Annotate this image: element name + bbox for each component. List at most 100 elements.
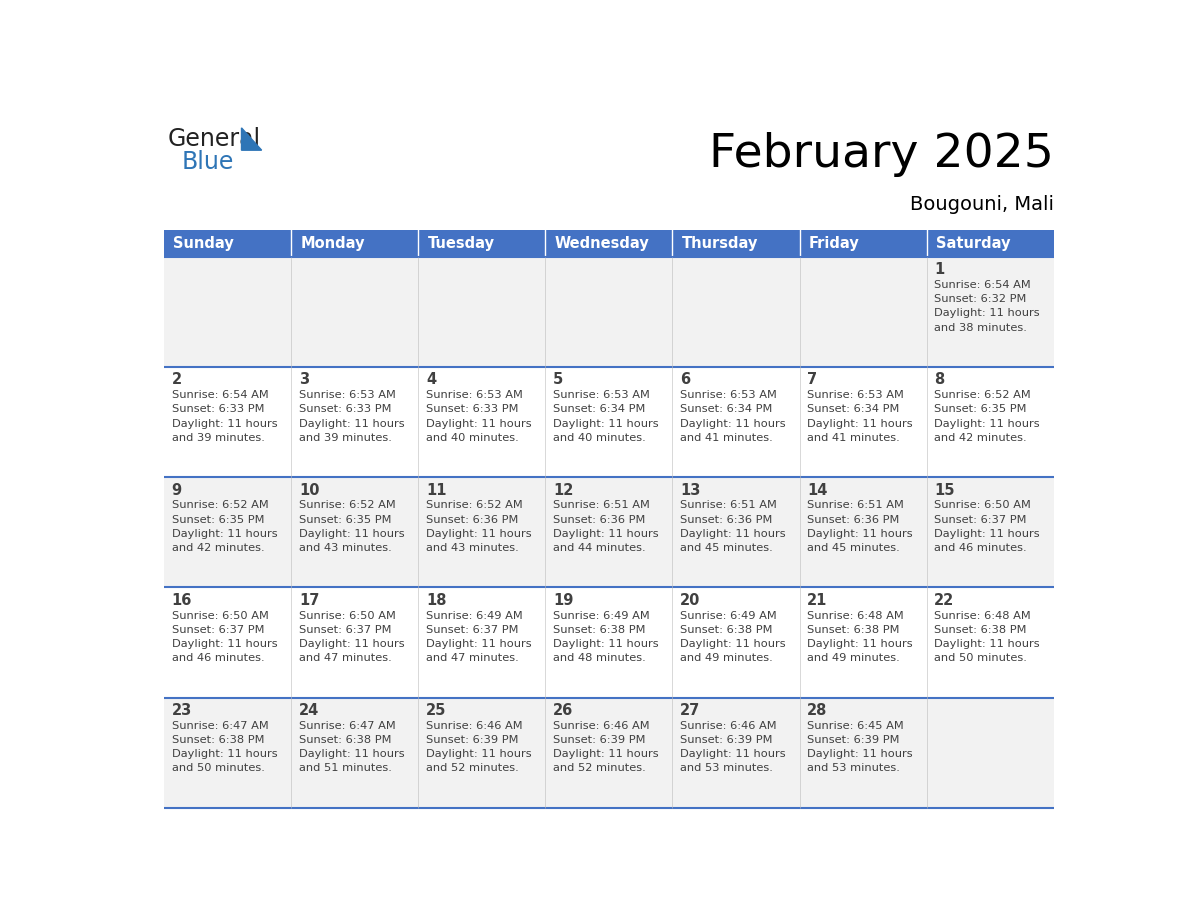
Text: Daylight: 11 hours: Daylight: 11 hours [299, 529, 404, 539]
Text: Sunrise: 6:53 AM: Sunrise: 6:53 AM [426, 390, 523, 400]
Text: Sunset: 6:33 PM: Sunset: 6:33 PM [172, 404, 264, 414]
Text: and 44 minutes.: and 44 minutes. [554, 543, 645, 553]
Text: and 40 minutes.: and 40 minutes. [426, 433, 519, 442]
Text: Sunrise: 6:53 AM: Sunrise: 6:53 AM [808, 390, 904, 400]
Text: and 42 minutes.: and 42 minutes. [172, 543, 265, 553]
Text: Sunrise: 6:54 AM: Sunrise: 6:54 AM [934, 280, 1031, 290]
Text: Daylight: 11 hours: Daylight: 11 hours [808, 639, 912, 649]
Text: Sunrise: 6:50 AM: Sunrise: 6:50 AM [299, 610, 396, 621]
Text: Sunset: 6:37 PM: Sunset: 6:37 PM [426, 625, 518, 634]
Text: Sunrise: 6:52 AM: Sunrise: 6:52 AM [426, 500, 523, 510]
Text: Sunrise: 6:47 AM: Sunrise: 6:47 AM [299, 721, 396, 731]
Text: Sunrise: 6:51 AM: Sunrise: 6:51 AM [554, 500, 650, 510]
Text: 18: 18 [426, 593, 447, 608]
Text: Thursday: Thursday [682, 236, 758, 251]
Text: Sunrise: 6:52 AM: Sunrise: 6:52 AM [299, 500, 396, 510]
Text: Daylight: 11 hours: Daylight: 11 hours [808, 529, 912, 539]
Text: Sunset: 6:33 PM: Sunset: 6:33 PM [299, 404, 391, 414]
Bar [545, 230, 672, 257]
Text: Daylight: 11 hours: Daylight: 11 hours [934, 639, 1040, 649]
Text: 9: 9 [172, 483, 182, 498]
Text: and 43 minutes.: and 43 minutes. [426, 543, 519, 553]
Text: and 45 minutes.: and 45 minutes. [681, 543, 773, 553]
Text: and 38 minutes.: and 38 minutes. [934, 323, 1028, 332]
Text: and 53 minutes.: and 53 minutes. [681, 764, 773, 774]
Text: Sunset: 6:39 PM: Sunset: 6:39 PM [681, 735, 772, 744]
Text: Sunrise: 6:50 AM: Sunrise: 6:50 AM [172, 610, 268, 621]
Text: 11: 11 [426, 483, 447, 498]
Text: Sunrise: 6:49 AM: Sunrise: 6:49 AM [554, 610, 650, 621]
Text: Tuesday: Tuesday [428, 236, 494, 251]
Text: and 46 minutes.: and 46 minutes. [934, 543, 1026, 553]
Text: Sunset: 6:34 PM: Sunset: 6:34 PM [681, 404, 772, 414]
Text: and 45 minutes.: and 45 minutes. [808, 543, 901, 553]
Text: Sunset: 6:39 PM: Sunset: 6:39 PM [554, 735, 645, 744]
Text: Sunset: 6:38 PM: Sunset: 6:38 PM [681, 625, 772, 634]
Text: Daylight: 11 hours: Daylight: 11 hours [426, 529, 531, 539]
Text: Daylight: 11 hours: Daylight: 11 hours [808, 749, 912, 759]
Text: Sunset: 6:38 PM: Sunset: 6:38 PM [808, 625, 899, 634]
Text: Daylight: 11 hours: Daylight: 11 hours [299, 749, 404, 759]
Text: 13: 13 [681, 483, 701, 498]
Text: Sunrise: 6:48 AM: Sunrise: 6:48 AM [808, 610, 904, 621]
Text: 3: 3 [299, 373, 309, 387]
Text: 1: 1 [934, 263, 944, 277]
Text: Daylight: 11 hours: Daylight: 11 hours [172, 529, 277, 539]
Text: Sunset: 6:36 PM: Sunset: 6:36 PM [808, 515, 899, 524]
Text: 23: 23 [172, 703, 192, 718]
Text: Saturday: Saturday [936, 236, 1011, 251]
Bar [164, 477, 1054, 588]
Text: and 47 minutes.: and 47 minutes. [426, 654, 519, 663]
Text: Bougouni, Mali: Bougouni, Mali [910, 195, 1054, 214]
Text: Daylight: 11 hours: Daylight: 11 hours [426, 419, 531, 429]
Text: General: General [168, 127, 261, 151]
Text: Sunset: 6:36 PM: Sunset: 6:36 PM [426, 515, 518, 524]
Text: Daylight: 11 hours: Daylight: 11 hours [934, 308, 1040, 319]
Text: Sunrise: 6:51 AM: Sunrise: 6:51 AM [681, 500, 777, 510]
Text: Sunset: 6:35 PM: Sunset: 6:35 PM [299, 515, 391, 524]
Text: 22: 22 [934, 593, 955, 608]
Text: Sunset: 6:37 PM: Sunset: 6:37 PM [172, 625, 264, 634]
Text: Daylight: 11 hours: Daylight: 11 hours [299, 639, 404, 649]
Text: February 2025: February 2025 [709, 131, 1054, 177]
Text: 6: 6 [681, 373, 690, 387]
Text: Daylight: 11 hours: Daylight: 11 hours [554, 639, 658, 649]
Text: Daylight: 11 hours: Daylight: 11 hours [426, 749, 531, 759]
Text: Sunset: 6:32 PM: Sunset: 6:32 PM [934, 294, 1026, 304]
Text: Sunrise: 6:45 AM: Sunrise: 6:45 AM [808, 721, 904, 731]
Text: 15: 15 [934, 483, 955, 498]
Text: Daylight: 11 hours: Daylight: 11 hours [426, 639, 531, 649]
Text: Sunset: 6:38 PM: Sunset: 6:38 PM [554, 625, 645, 634]
Text: and 48 minutes.: and 48 minutes. [554, 654, 646, 663]
Text: Sunrise: 6:49 AM: Sunrise: 6:49 AM [681, 610, 777, 621]
Bar [164, 230, 291, 257]
Text: Daylight: 11 hours: Daylight: 11 hours [554, 749, 658, 759]
Text: and 43 minutes.: and 43 minutes. [299, 543, 392, 553]
Text: Sunset: 6:37 PM: Sunset: 6:37 PM [934, 515, 1026, 524]
Text: 8: 8 [934, 373, 944, 387]
Text: Daylight: 11 hours: Daylight: 11 hours [934, 419, 1040, 429]
Text: Sunrise: 6:49 AM: Sunrise: 6:49 AM [426, 610, 523, 621]
Text: 14: 14 [808, 483, 828, 498]
Text: Sunrise: 6:46 AM: Sunrise: 6:46 AM [426, 721, 523, 731]
Text: and 39 minutes.: and 39 minutes. [299, 433, 392, 442]
Text: Sunrise: 6:48 AM: Sunrise: 6:48 AM [934, 610, 1031, 621]
Text: and 53 minutes.: and 53 minutes. [808, 764, 901, 774]
Text: Daylight: 11 hours: Daylight: 11 hours [172, 749, 277, 759]
Text: and 41 minutes.: and 41 minutes. [808, 433, 901, 442]
Text: Friday: Friday [809, 236, 860, 251]
Bar [927, 230, 1054, 257]
Bar [164, 257, 1054, 367]
Text: Sunset: 6:34 PM: Sunset: 6:34 PM [808, 404, 899, 414]
Text: 25: 25 [426, 703, 447, 718]
Text: Sunrise: 6:52 AM: Sunrise: 6:52 AM [934, 390, 1031, 400]
Bar [164, 698, 1054, 808]
Text: Sunrise: 6:54 AM: Sunrise: 6:54 AM [172, 390, 268, 400]
Text: Daylight: 11 hours: Daylight: 11 hours [299, 419, 404, 429]
Text: Monday: Monday [301, 236, 365, 251]
Text: Sunrise: 6:53 AM: Sunrise: 6:53 AM [554, 390, 650, 400]
Text: Sunset: 6:38 PM: Sunset: 6:38 PM [172, 735, 264, 744]
Text: Sunset: 6:36 PM: Sunset: 6:36 PM [554, 515, 645, 524]
Text: Daylight: 11 hours: Daylight: 11 hours [172, 419, 277, 429]
Bar [800, 230, 927, 257]
